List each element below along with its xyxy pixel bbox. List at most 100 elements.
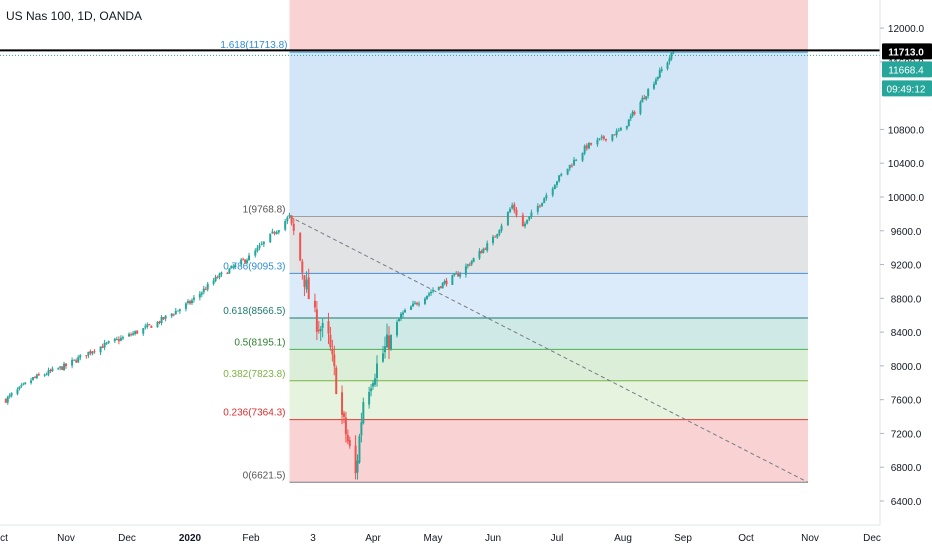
candle-body (91, 351, 94, 354)
candle-body (262, 241, 265, 245)
candle-body (160, 317, 163, 324)
candle-body (319, 328, 322, 332)
candle-body (515, 209, 518, 216)
candle-body (575, 159, 578, 161)
candle-body (388, 335, 390, 350)
candle-body (156, 321, 159, 328)
candle-body (530, 212, 533, 218)
y-tick-label: 8800.0 (891, 294, 922, 305)
candle-body (190, 300, 193, 304)
candle-body (464, 266, 467, 275)
candle-body (426, 295, 428, 299)
x-tick-label: Jun (485, 533, 501, 544)
candle-body (545, 195, 548, 199)
candle-body (513, 204, 516, 211)
candle-body (258, 245, 261, 248)
candle-body (146, 324, 149, 327)
candle-body (396, 322, 398, 336)
candle-body (256, 247, 259, 252)
candle-body (273, 232, 276, 234)
x-tick-label: 2020 (179, 533, 202, 544)
candle-body (10, 393, 13, 396)
candle-body (8, 395, 11, 397)
candle-body (627, 119, 630, 127)
fib-label-0.236: 0.236(7364.3) (223, 408, 285, 419)
candle-body (164, 315, 167, 319)
candle-body (342, 413, 345, 417)
fib-zone-1 (289, 216, 808, 274)
candle-body (271, 231, 274, 234)
candle-body (372, 383, 374, 387)
candle-body (87, 351, 90, 356)
candle-body (600, 136, 603, 139)
candle-body (382, 353, 384, 362)
y-tick-label: 8000.0 (891, 362, 922, 373)
candle-body (598, 138, 601, 140)
x-tick-label: Sep (674, 533, 692, 544)
candle-body (35, 374, 38, 379)
candle-body (455, 273, 458, 275)
candle-body (384, 346, 386, 353)
candle-body (428, 293, 430, 296)
candle-body (611, 134, 614, 141)
candle-body (331, 349, 334, 355)
x-tick-label: Apr (365, 533, 381, 544)
candle-body (492, 236, 494, 243)
candle-body (581, 152, 584, 161)
candle-body (37, 374, 40, 376)
fib-zone-0.786 (289, 273, 808, 319)
candle-body (658, 70, 661, 78)
candle-body (418, 303, 420, 305)
candle-body (65, 363, 67, 367)
candle-body (482, 248, 485, 253)
candle-body (400, 313, 402, 319)
fib-zone-1.618 (289, 52, 808, 217)
candle-body (232, 266, 235, 268)
candle-body (478, 251, 481, 259)
x-tick-label: Nov (57, 533, 75, 544)
candle-body (103, 342, 106, 348)
candle-body (590, 143, 593, 145)
candle-body (439, 286, 442, 288)
countdown-label: 09:49:12 (887, 84, 926, 95)
candle-body (647, 89, 650, 96)
candle-body (654, 79, 657, 85)
fib-zone-0.618 (289, 318, 808, 350)
candle-body (18, 386, 21, 389)
candle-body (470, 261, 473, 265)
candle-body (220, 272, 223, 275)
candle-body (511, 205, 514, 209)
candle-body (404, 309, 406, 313)
candle-body (16, 389, 19, 394)
candle-body (57, 368, 60, 370)
candle-body (617, 130, 620, 132)
candle-body (192, 297, 195, 300)
candle-body (643, 97, 646, 99)
candle-body (333, 354, 336, 367)
fib-zone-0.5 (289, 349, 808, 381)
x-tick-label: Aug (614, 533, 632, 544)
candle-body (315, 309, 318, 332)
candle-body (430, 291, 432, 294)
candle-body (509, 208, 512, 213)
candle-body (228, 268, 231, 274)
candle-body (424, 298, 426, 304)
candle-body (206, 283, 209, 290)
candle-body (356, 460, 359, 473)
candle-body (585, 145, 588, 149)
fibonacci-retracement[interactable]: 1.618(11713.8) 1(9768.8) 0.786(9095.3) 0.61… (220, 0, 809, 483)
candle-body (376, 363, 378, 378)
candle-body (528, 216, 531, 220)
y-tick-label: 9600.0 (891, 227, 922, 238)
candle-body (570, 165, 573, 167)
candle-body (89, 351, 92, 354)
candle-body (226, 273, 229, 275)
candle-body (49, 370, 52, 372)
candle-body (457, 273, 460, 277)
candle-body (459, 274, 462, 277)
x-tick-label: Feb (242, 533, 260, 544)
candle-body (305, 279, 308, 290)
candle-body (290, 215, 293, 224)
